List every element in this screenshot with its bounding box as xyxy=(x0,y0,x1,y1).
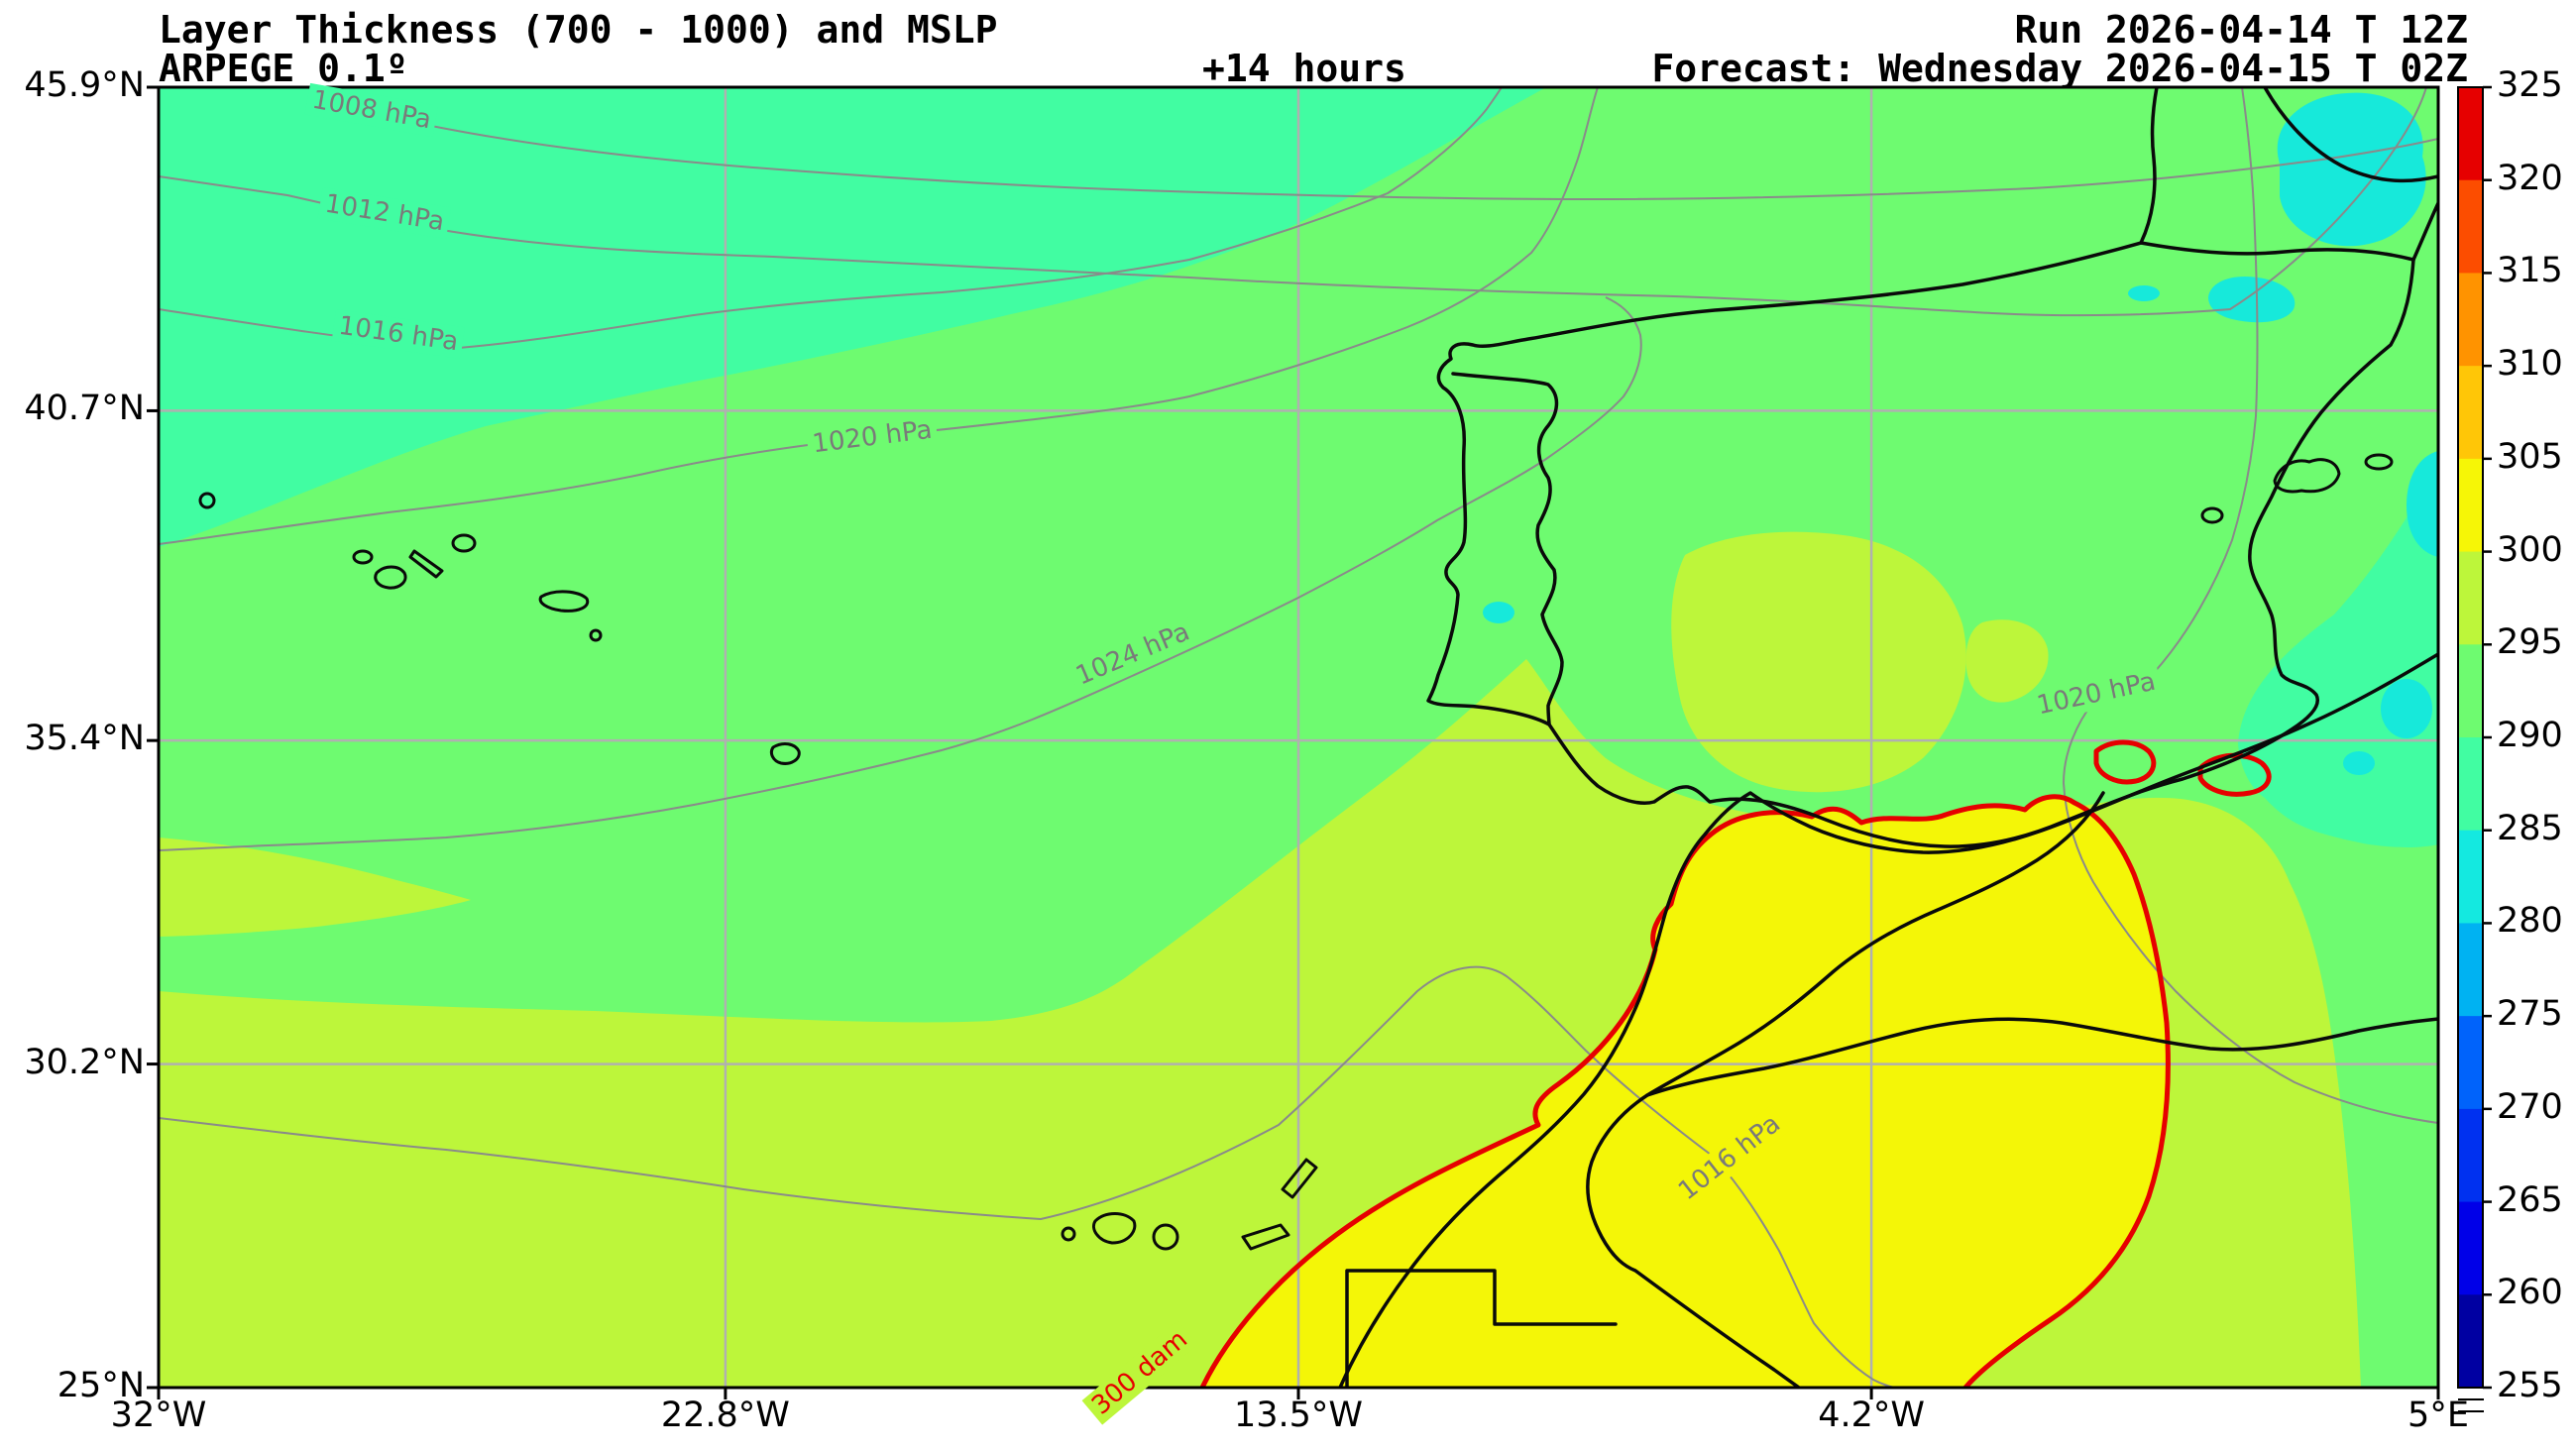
y-tick-45.9°N: 45.9°N xyxy=(24,65,145,105)
model-label: ARPEGE 0.1º xyxy=(159,47,408,90)
colorbar-label-255: 255 xyxy=(2497,1366,2563,1405)
border-atlas-inland xyxy=(1645,1017,2438,1097)
x-tick-4.2°W: 4.2°W xyxy=(1818,1396,1925,1435)
fill-spring-topleft xyxy=(159,87,1546,547)
coast-north-africa xyxy=(1338,652,2438,1388)
island-azores-4 xyxy=(451,533,477,553)
fill-spring-right xyxy=(2238,466,2438,847)
colorbar-label-300: 300 xyxy=(2497,529,2563,570)
fill-cyan-med-1 xyxy=(2381,679,2432,738)
lead-time-label: +14 hours xyxy=(1202,47,1406,90)
fill-cyan-rightedge xyxy=(2407,451,2438,557)
island-lanzarote xyxy=(1281,1158,1318,1199)
island-grancanaria xyxy=(1152,1223,1179,1251)
fill-cyan-topright-2 xyxy=(2208,276,2296,323)
red-contour-300dam xyxy=(1199,794,2171,1388)
isobar-1008 xyxy=(306,87,2438,201)
fill-cyan-med-2 xyxy=(2343,751,2375,775)
coast-france-med xyxy=(2411,201,2438,262)
border-morocco-algeria xyxy=(1586,791,2105,1388)
isobar-1024 xyxy=(159,296,1642,851)
coastlines xyxy=(198,87,2438,1388)
fill-cyan-topright-3 xyxy=(2128,285,2160,301)
page-title: Layer Thickness (700 - 1000) and MSLP xyxy=(159,8,998,52)
y-tick-25°N: 25°N xyxy=(56,1366,145,1405)
island-fuerteventura xyxy=(1241,1223,1290,1251)
colorbar-label-290: 290 xyxy=(2497,716,2563,755)
fill-cyan-lisbon xyxy=(1483,602,1514,623)
y-tick-30.2°N: 30.2°N xyxy=(24,1042,145,1082)
isobar-1016-south xyxy=(159,965,1900,1388)
y-tick-40.7°N: 40.7°N xyxy=(24,389,145,429)
island-hierro xyxy=(1061,1226,1076,1242)
island-madeira xyxy=(769,742,801,765)
island-azores-corvo xyxy=(198,492,216,509)
island-azores-2 xyxy=(374,565,407,590)
colorbar-label-270: 270 xyxy=(2497,1086,2563,1127)
colorbar-label-310: 310 xyxy=(2497,344,2563,385)
fill-yellow-sahara xyxy=(1202,796,2169,1388)
colorbar-label-325: 325 xyxy=(2497,65,2563,105)
red-contour-islet-1 xyxy=(2093,739,2157,785)
island-azores-1 xyxy=(352,549,374,565)
colorbar-frame xyxy=(2457,86,2484,1389)
axis-tick-marks xyxy=(147,85,2440,1399)
colorbar-label-285: 285 xyxy=(2497,808,2563,848)
island-azores-santamaria xyxy=(589,628,603,642)
colorbar-label-280: 280 xyxy=(2497,901,2563,942)
colorbar-label-275: 275 xyxy=(2497,994,2563,1035)
colorbar-label-305: 305 xyxy=(2497,436,2563,477)
fill-ygreen-tongue xyxy=(159,838,471,937)
border-pyrenees xyxy=(2139,241,2415,262)
coast-france-atlantic xyxy=(2139,87,2159,245)
border-western-sahara xyxy=(1345,1269,1618,1388)
island-menorca xyxy=(2364,453,2394,471)
fill-ygreen-oran xyxy=(1965,619,2049,703)
colorbar-label-320: 320 xyxy=(2497,158,2563,198)
island-mallorca xyxy=(2273,458,2341,494)
x-tick-32°W: 32°W xyxy=(110,1396,207,1435)
coast-gulf-of-lion xyxy=(2263,87,2438,183)
fill-ygreen-spain xyxy=(1671,531,1966,793)
x-tick-5°E: 5°E xyxy=(2408,1396,2469,1435)
island-tenerife xyxy=(1092,1212,1137,1245)
x-tick-13.5°W: 13.5°W xyxy=(1233,1396,1364,1435)
island-azores-3 xyxy=(408,549,444,579)
colorbar-label-265: 265 xyxy=(2497,1179,2563,1220)
map-fill-layers xyxy=(159,87,2438,1388)
island-ibiza xyxy=(2200,506,2224,524)
x-tick-22.8°W: 22.8°W xyxy=(660,1396,790,1435)
colorbar xyxy=(2458,85,2492,1390)
y-tick-35.4°N: 35.4°N xyxy=(24,719,145,759)
border-portugal-spain xyxy=(1451,372,1564,726)
colorbar-label-295: 295 xyxy=(2497,622,2563,663)
coast-iberia xyxy=(1426,241,2415,848)
run-label: Run 2026-04-14 T 12Z xyxy=(2014,8,2468,52)
forecast-label: Forecast: Wednesday 2026-04-15 T 02Z xyxy=(1651,47,2468,90)
colorbar-label-315: 315 xyxy=(2497,251,2563,291)
isobar-1020-west xyxy=(159,87,1599,545)
colorbar-label-260: 260 xyxy=(2497,1273,2563,1313)
island-azores-saomiguel xyxy=(538,590,590,613)
